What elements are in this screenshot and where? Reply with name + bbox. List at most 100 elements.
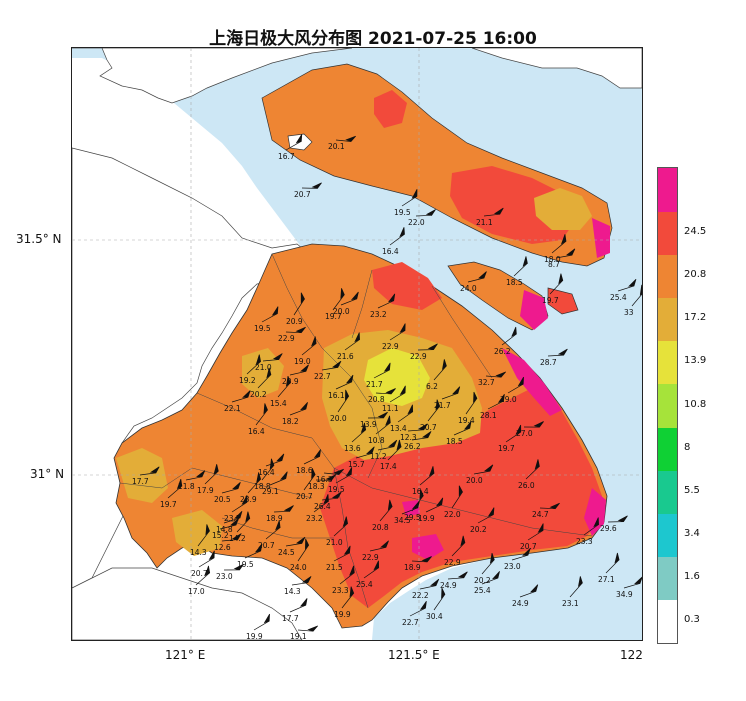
wind-barb [451,535,466,557]
station-value: 22.9 [444,558,461,567]
station-value: 19.5 [328,485,345,494]
wind-barb [291,576,312,586]
station-value: 22.2 [412,591,429,600]
wind-barb [285,536,306,547]
station-value: 17.7 [282,614,299,623]
wind-barb [525,459,540,480]
station-value: 18.9 [266,514,283,523]
station-value: 19.1 [290,632,307,641]
legend-swatch [658,556,677,601]
wind-barb [407,423,428,432]
station-value: 25.4 [610,293,627,302]
station-value: 21.7 [434,401,451,410]
wind-barb [527,523,544,541]
station-value: 20.0 [466,476,483,485]
station-value: 11.2 [370,452,387,461]
wind-barb [337,389,350,413]
x-tick-121: 121° E [165,648,206,662]
wind-barb [397,404,414,423]
station-value: 21.6 [337,352,354,361]
chongming-magenta [592,218,610,258]
wind-barb [332,288,345,311]
station-value: 19.5 [254,324,271,333]
legend-level-label: 1.6 [684,571,700,583]
wind-barb [453,421,472,436]
wind-barb [269,471,288,486]
station-value: 20.0 [330,414,347,423]
wind-barb [433,587,446,611]
wind-barb [411,556,432,563]
wind-barb [344,332,360,351]
legend-level-label: 10.8 [684,398,707,410]
wind-barb [277,375,291,398]
station-value: 18.5 [506,278,523,287]
wind-barb [261,306,279,323]
station-value: 10.8 [368,436,385,445]
station-value: 23.9 [240,495,257,504]
wind-barb [257,367,272,389]
station-value: 14.8 [216,525,233,534]
station-value: 8.7 [548,260,560,269]
station-value: 18.5 [446,437,463,446]
wind-barb [523,421,544,428]
station-value: 22.0 [408,218,425,227]
wind-barb [265,520,281,540]
wind-barb [303,449,321,465]
station-value: 17.9 [197,486,214,495]
station-value: 12.3 [400,433,417,442]
station-value: 26.2 [404,442,421,451]
station-value: 14.3 [190,548,207,557]
wind-barb [511,548,531,561]
station-value: 20.2 [250,390,267,399]
map-title: 上海日极大风分布图 2021-07-25 16:00 [209,29,537,49]
wind-barb [505,424,522,443]
station-value: 14.2 [229,534,246,543]
wind-barb [313,494,329,513]
station-value: 20.7 [296,492,313,501]
wind-barb [333,545,351,562]
x-tick-122: 122 [620,648,643,662]
wind-barb [411,431,432,441]
station-value: 22.1 [224,404,241,413]
station-value: 20.2 [470,525,487,534]
wind-barb [473,464,494,475]
wind-barb [419,466,435,486]
wind-barb [425,497,444,513]
wind-barb [231,390,251,403]
station-value: 20.7 [420,423,437,432]
wind-barb [197,524,210,547]
station-value: 23.7 [224,514,241,523]
map-area: 20.1 16.7 20.7 19.5 22.0 16.4 21.1 18.0 8.7 18.5 2… [71,47,643,641]
wind-barb [555,248,576,259]
station-value: 25.4 [474,586,491,595]
station-value: 22.9 [362,553,379,562]
station-value: 20.9 [286,317,303,326]
station-value: 22.0 [444,510,461,519]
wind-barb [377,439,398,451]
wind-barb [341,586,355,609]
station-value: 20.0 [333,307,350,316]
wind-barb [379,499,393,522]
station-value: 17.4 [380,462,397,471]
wind-barb [167,478,183,499]
wind-barb [481,571,500,585]
station-value: 33 [624,308,634,317]
wind-barb [427,399,441,422]
wind-barb [315,474,336,481]
wind-barb [285,326,306,334]
station-value: 22.7 [314,372,331,381]
wind-barb [261,458,275,481]
station-value: 16.1 [328,391,345,400]
station-value: 19.7 [498,444,515,453]
wind-barb [339,565,355,585]
station-value: 11.1 [382,404,399,413]
northeast-land [471,48,642,89]
wind-barb [221,533,242,542]
wind-barb [519,584,539,598]
wind-barb [231,495,248,513]
station-value: 21.0 [326,538,343,547]
station-value: 27.0 [516,429,533,438]
wind-barb [351,422,367,443]
wind-barb [467,271,487,283]
station-value: 24.0 [290,563,307,572]
